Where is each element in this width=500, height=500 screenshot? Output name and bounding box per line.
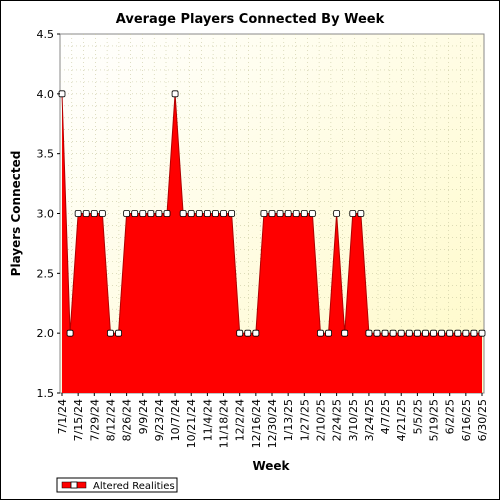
- x-tick-label: 5/5/25: [411, 399, 424, 434]
- y-axis-label: Players Connected: [9, 151, 23, 277]
- data-point: [446, 329, 454, 337]
- legend-series-label: Altered Realities: [93, 481, 175, 492]
- y-tick-label: 3.5: [37, 148, 55, 161]
- x-tick-label: 6/30/25: [476, 399, 489, 441]
- data-point: [462, 329, 470, 337]
- data-point: [252, 329, 260, 337]
- data-point: [397, 329, 405, 337]
- data-point: [470, 329, 478, 337]
- data-point: [413, 329, 421, 337]
- x-tick-label: 11/4/24: [201, 399, 214, 441]
- y-tick-label: 1.5: [37, 387, 55, 400]
- legend-marker: [70, 481, 78, 489]
- x-tick-label: 6/16/25: [460, 399, 473, 441]
- data-point: [438, 329, 446, 337]
- data-point: [115, 329, 122, 337]
- data-point: [478, 329, 486, 337]
- data-point: [268, 210, 276, 217]
- data-point: [430, 329, 437, 337]
- data-point: [179, 210, 187, 217]
- data-point: [203, 210, 211, 217]
- x-tick-label: 12/2/24: [234, 399, 247, 441]
- x-tick-label: 9/23/24: [153, 399, 166, 441]
- data-point: [195, 210, 203, 217]
- data-point: [373, 329, 381, 337]
- y-tick-label: 3.0: [37, 208, 55, 221]
- y-tick-label: 2.5: [37, 267, 55, 280]
- data-point: [300, 210, 308, 217]
- x-axis-label: Week: [252, 459, 290, 473]
- x-axis-ticks: 7/1/24 7/15/24 7/29/24 8/12/24 8/26/24 9/9/24…: [56, 393, 489, 448]
- data-point: [325, 329, 332, 337]
- x-tick-label: 7/29/24: [88, 399, 101, 441]
- data-point: [155, 210, 163, 217]
- data-point: [82, 210, 90, 217]
- data-point: [139, 210, 147, 217]
- data-point: [381, 329, 389, 337]
- data-point: [365, 329, 373, 337]
- data-point: [163, 210, 171, 217]
- data-point: [308, 210, 316, 217]
- x-tick-label: 7/15/24: [72, 399, 85, 441]
- x-tick-label: 1/27/25: [298, 399, 311, 441]
- y-tick-label: 4.0: [37, 88, 55, 101]
- data-point: [333, 210, 341, 217]
- data-point: [292, 210, 300, 217]
- data-point: [317, 329, 324, 337]
- data-point: [171, 90, 179, 98]
- data-point: [212, 210, 219, 217]
- x-tick-label: 4/21/25: [395, 399, 408, 441]
- data-point: [405, 329, 413, 337]
- data-point: [244, 329, 252, 337]
- data-point: [284, 210, 292, 217]
- series-markers-layer: [58, 90, 486, 337]
- data-point: [90, 210, 98, 217]
- data-point: [123, 210, 131, 217]
- chart-title: Average Players Connected By Week: [116, 12, 385, 27]
- x-tick-label: 7/1/24: [56, 399, 69, 434]
- x-tick-label: 12/16/24: [250, 399, 263, 448]
- x-tick-label: 9/9/24: [137, 399, 150, 434]
- data-point: [147, 210, 155, 217]
- x-tick-label: 6/2/25: [444, 399, 457, 434]
- data-point: [74, 210, 82, 217]
- data-point: [422, 329, 429, 337]
- data-point: [357, 210, 365, 217]
- data-point: [276, 210, 284, 217]
- y-axis-ticks: 1.5 2.0 2.5 3.0 3.5 4.0 4.5: [37, 28, 60, 400]
- x-tick-label: 2/24/25: [331, 399, 344, 441]
- series-area: [62, 93, 482, 393]
- data-point: [389, 329, 397, 337]
- x-tick-label: 10/21/24: [185, 399, 198, 448]
- x-tick-label: 11/18/24: [218, 399, 231, 448]
- data-point: [98, 210, 106, 217]
- data-point: [260, 210, 268, 217]
- data-point: [341, 329, 349, 337]
- x-tick-label: 4/7/25: [379, 399, 392, 434]
- data-point: [107, 329, 114, 337]
- x-tick-label: 5/19/25: [428, 399, 441, 441]
- x-tick-label: 8/26/24: [121, 399, 134, 441]
- legend-box: [56, 477, 178, 493]
- x-tick-label: 10/7/24: [169, 399, 182, 441]
- data-point: [236, 329, 244, 337]
- data-point: [131, 210, 139, 217]
- data-point: [220, 210, 227, 217]
- x-tick-label: 12/30/24: [266, 399, 279, 448]
- data-point: [349, 210, 357, 217]
- legend: Altered Realities: [56, 477, 178, 493]
- data-point: [187, 210, 195, 217]
- y-tick-label: 4.5: [37, 28, 55, 41]
- y-tick-label: 2.0: [37, 327, 55, 340]
- x-tick-label: 8/12/24: [104, 399, 117, 441]
- x-tick-label: 2/10/25: [314, 399, 327, 441]
- data-point: [454, 329, 462, 337]
- data-point: [66, 329, 74, 337]
- x-tick-label: 1/13/25: [282, 399, 295, 441]
- x-tick-label: 3/24/25: [363, 399, 376, 441]
- x-tick-label: 3/10/25: [347, 399, 360, 441]
- data-point: [228, 210, 236, 217]
